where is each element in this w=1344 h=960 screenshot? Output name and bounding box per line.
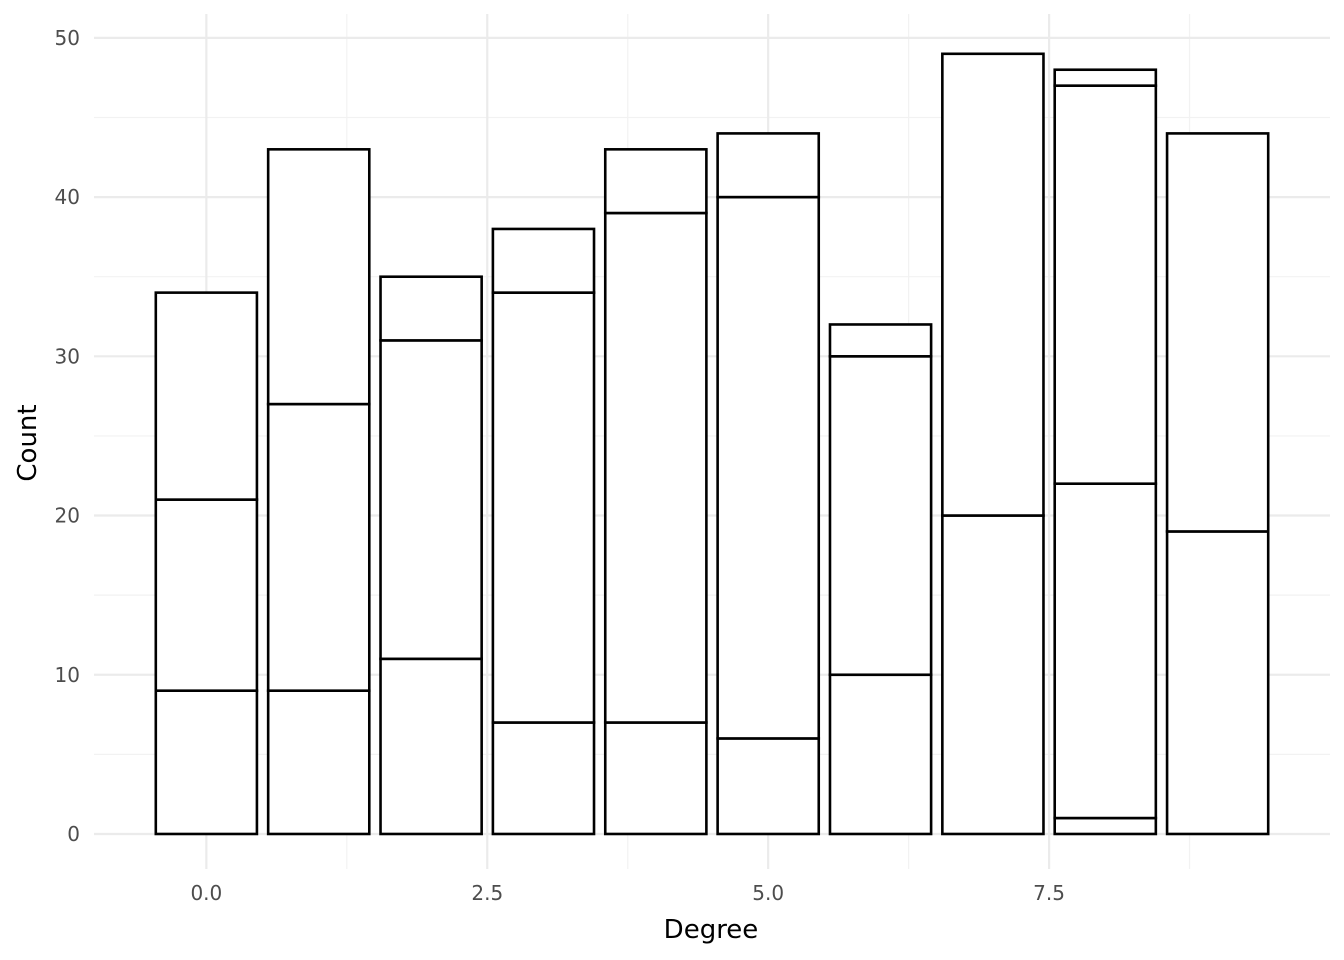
bar-segment-4-2 <box>603 148 708 215</box>
x-tick-label: 2.5 <box>471 881 503 905</box>
bar-segment-3-0 <box>491 721 596 836</box>
y-tick-label: 0 <box>67 822 80 846</box>
bar-segment-8-3 <box>1053 68 1158 87</box>
x-axis-ticks: 0.0 2.5 5.0 7.5 <box>190 881 1065 905</box>
bar-segment-0-0 <box>154 689 259 836</box>
bar-segment-4-0 <box>603 721 708 836</box>
x-tick-label: 5.0 <box>752 881 784 905</box>
bar-segment-9-1 <box>1165 132 1270 533</box>
bar-segment-5-1 <box>716 195 821 740</box>
bar-segment-6-2 <box>828 323 933 358</box>
y-axis-ticks: 0 10 20 30 40 50 <box>55 26 80 846</box>
bar-segment-8-2 <box>1053 84 1158 485</box>
y-tick-label: 50 <box>55 26 80 50</box>
y-tick-label: 40 <box>55 185 80 209</box>
bar-segment-3-2 <box>491 227 596 294</box>
y-tick-label: 30 <box>55 344 80 368</box>
y-tick-label: 10 <box>55 663 80 687</box>
bar-segment-1-2 <box>266 148 371 406</box>
bar-segment-8-1 <box>1053 482 1158 820</box>
x-tick-label: 0.0 <box>190 881 222 905</box>
y-axis-title: Count <box>13 404 43 481</box>
bar-segment-0-2 <box>154 291 259 501</box>
bars <box>154 52 1270 836</box>
bar-segment-2-1 <box>379 339 483 661</box>
bar-segment-5-2 <box>716 132 821 199</box>
bar-segment-6-0 <box>828 673 933 836</box>
bar-segment-7-0 <box>941 514 1045 836</box>
x-axis-title: Degree <box>664 915 759 945</box>
bar-segment-5-0 <box>716 737 821 836</box>
x-tick-label: 7.5 <box>1033 881 1065 905</box>
bar-segment-0-1 <box>154 498 259 692</box>
bar-segment-6-1 <box>828 355 933 677</box>
bar-segment-3-1 <box>491 291 596 724</box>
bar-segment-2-0 <box>379 657 483 836</box>
bar-segment-9-0 <box>1165 530 1270 836</box>
bar-segment-8-0 <box>1053 816 1158 836</box>
y-tick-label: 20 <box>55 504 80 528</box>
bar-segment-2-2 <box>379 275 483 342</box>
bar-segment-1-1 <box>266 402 371 692</box>
bar-segment-7-1 <box>941 52 1045 517</box>
bar-segment-4-1 <box>603 211 708 724</box>
bar-segment-1-0 <box>266 689 371 836</box>
